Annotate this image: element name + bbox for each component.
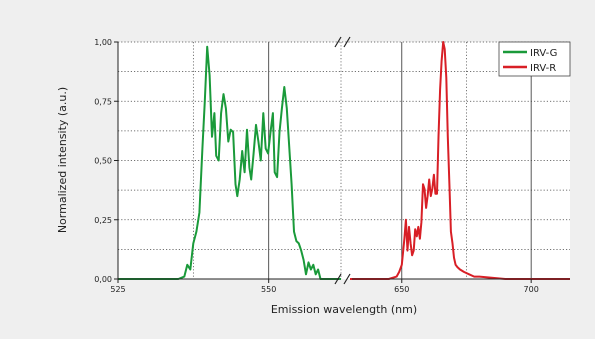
series-lines — [118, 41, 570, 280]
x-tick-label: 525 — [110, 285, 125, 294]
break-mark — [343, 36, 351, 48]
x-tick-label: 650 — [394, 285, 409, 294]
y-tick-label: 0,25 — [94, 216, 112, 225]
y-tick-label: 0,00 — [94, 275, 112, 284]
x-tick-label: 550 — [261, 285, 276, 294]
break-mark — [343, 273, 351, 285]
break-mark — [334, 36, 342, 48]
y-tick-label: 0,50 — [94, 157, 112, 166]
legend-label: IRV-R — [530, 63, 556, 74]
series-line-irv-r — [350, 41, 570, 280]
grid-lines — [118, 41, 570, 279]
axis-break-top — [334, 36, 351, 48]
series-line-irv-g — [118, 45, 341, 280]
break-mark — [334, 273, 342, 285]
legend-label: IRV-G — [530, 48, 557, 59]
legend: IRV-G IRV-R — [498, 41, 571, 77]
legend-box — [498, 41, 571, 77]
y-tick-label: 1,00 — [94, 38, 112, 47]
axis-break-bottom — [334, 273, 351, 285]
y-axis-label: Normalized intensity (a.u.) — [56, 87, 69, 233]
axes: 0,00 0,25 0,50 0,75 1,00 525 550 650 700 — [94, 36, 570, 294]
y-tick-label: 0,75 — [94, 97, 112, 106]
x-axis-label: Emission wavelength (nm) — [271, 303, 417, 316]
x-tick-label: 700 — [524, 285, 539, 294]
